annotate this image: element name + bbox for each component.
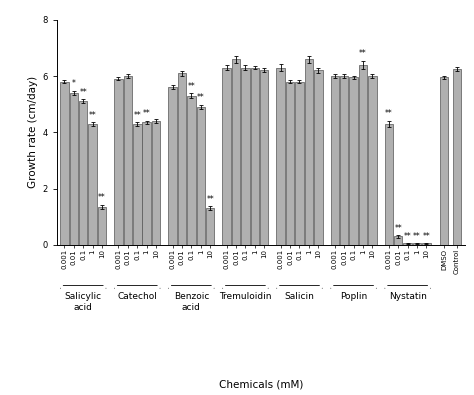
Bar bbox=[152, 121, 160, 245]
Text: Nystatin: Nystatin bbox=[389, 292, 427, 301]
Bar bbox=[197, 107, 205, 245]
Bar bbox=[222, 68, 231, 245]
Text: *: * bbox=[72, 79, 76, 88]
Bar bbox=[305, 59, 313, 245]
Bar bbox=[453, 69, 461, 245]
Bar bbox=[70, 93, 78, 245]
Text: **: ** bbox=[143, 109, 151, 118]
Bar bbox=[368, 76, 377, 245]
Bar bbox=[60, 82, 69, 245]
Text: **: ** bbox=[188, 82, 195, 91]
Text: **: ** bbox=[394, 224, 402, 233]
Text: **: ** bbox=[197, 94, 205, 102]
Bar bbox=[314, 70, 322, 245]
Bar bbox=[295, 82, 304, 245]
Bar bbox=[241, 68, 250, 245]
Bar bbox=[143, 122, 151, 245]
Text: Catechol: Catechol bbox=[118, 292, 157, 301]
Bar bbox=[422, 243, 431, 245]
Text: **: ** bbox=[422, 232, 430, 241]
Bar bbox=[413, 243, 421, 245]
Bar bbox=[440, 77, 448, 245]
Bar bbox=[114, 79, 123, 245]
Bar bbox=[168, 87, 177, 245]
Bar bbox=[251, 68, 259, 245]
Bar bbox=[232, 59, 240, 245]
Bar bbox=[349, 77, 358, 245]
Text: **: ** bbox=[79, 88, 87, 97]
Y-axis label: Growth rate (cm/day): Growth rate (cm/day) bbox=[28, 76, 38, 188]
Text: **: ** bbox=[133, 111, 141, 120]
Bar bbox=[88, 124, 97, 245]
Text: **: ** bbox=[404, 232, 411, 241]
Bar bbox=[330, 76, 339, 245]
Bar bbox=[187, 96, 196, 245]
Bar bbox=[124, 76, 132, 245]
Bar bbox=[340, 76, 348, 245]
Text: Poplin: Poplin bbox=[340, 292, 367, 301]
Bar bbox=[133, 124, 142, 245]
Text: Salicylic
acid: Salicylic acid bbox=[64, 292, 102, 312]
Bar bbox=[260, 70, 268, 245]
Bar bbox=[359, 65, 367, 245]
Bar bbox=[384, 124, 393, 245]
Bar bbox=[79, 102, 87, 245]
Text: Salicin: Salicin bbox=[284, 292, 314, 301]
Text: **: ** bbox=[359, 49, 367, 58]
Text: **: ** bbox=[89, 111, 97, 120]
Bar bbox=[403, 243, 412, 245]
Text: Benzoic
acid: Benzoic acid bbox=[173, 292, 209, 312]
Bar bbox=[98, 207, 106, 245]
Bar bbox=[286, 82, 294, 245]
Text: Tremuloidin: Tremuloidin bbox=[219, 292, 272, 301]
Text: **: ** bbox=[98, 194, 106, 202]
Text: **: ** bbox=[413, 232, 421, 241]
Bar bbox=[206, 208, 214, 245]
Bar bbox=[276, 68, 285, 245]
Text: **: ** bbox=[206, 195, 214, 204]
Bar bbox=[394, 237, 402, 245]
Text: Chemicals (mM): Chemicals (mM) bbox=[219, 379, 303, 389]
Text: **: ** bbox=[385, 109, 392, 118]
Bar bbox=[178, 73, 186, 245]
